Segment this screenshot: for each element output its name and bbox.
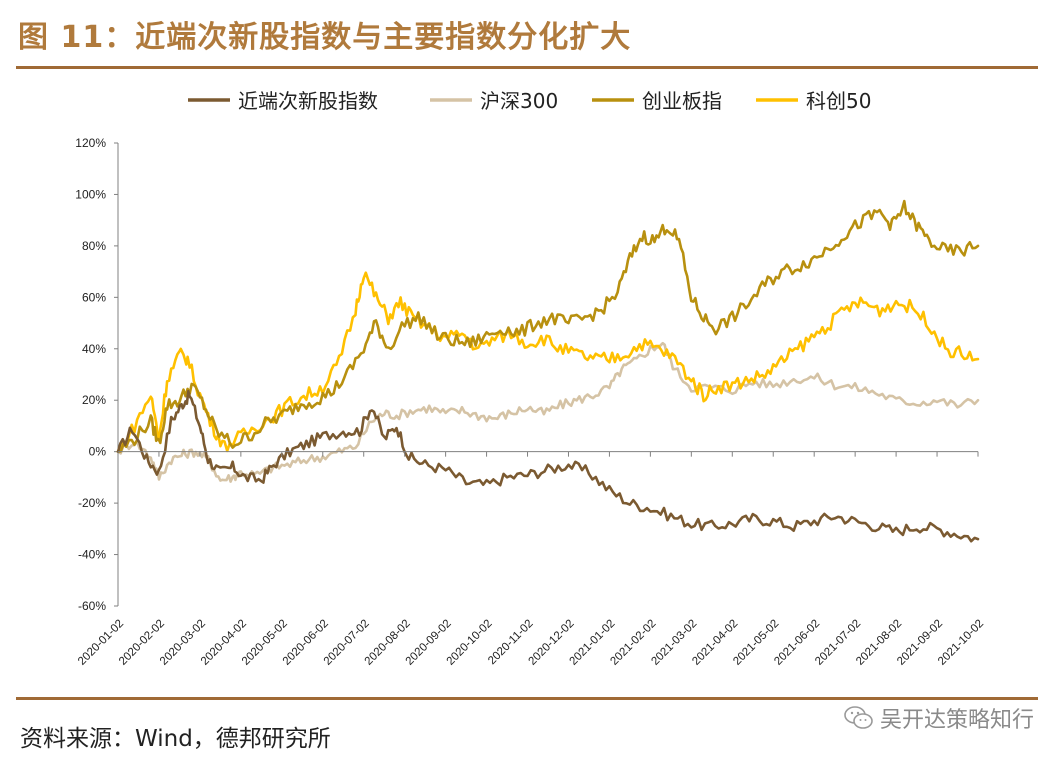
y-tick-label: 60% bbox=[82, 290, 106, 304]
y-tick-label: 0% bbox=[89, 445, 107, 459]
series-line-3 bbox=[116, 199, 980, 453]
y-tick-label: 20% bbox=[82, 393, 106, 407]
legend-label: 沪深300 bbox=[480, 89, 558, 113]
y-tick-label: 100% bbox=[75, 187, 106, 201]
watermark: 吴开达策略知行 bbox=[844, 702, 1034, 734]
y-tick-label: -60% bbox=[78, 599, 106, 613]
series-layer bbox=[116, 199, 980, 543]
series-line-4 bbox=[116, 271, 980, 453]
legend-label: 近端次新股指数 bbox=[238, 89, 378, 113]
y-tick-label: -40% bbox=[78, 548, 106, 562]
top-divider bbox=[16, 66, 1038, 69]
y-tick-label: 40% bbox=[82, 342, 106, 356]
y-axis: 120% 100% 80% 60% 40% 20% 0% -20% -40% -60% bbox=[75, 136, 119, 613]
series-line-1 bbox=[116, 389, 980, 543]
series-line-2 bbox=[116, 341, 980, 483]
wechat-icon bbox=[844, 706, 873, 729]
watermark-text: 吴开达策略知行 bbox=[879, 708, 1034, 733]
y-tick-label: -20% bbox=[78, 496, 106, 510]
bottom-divider bbox=[16, 697, 1038, 700]
x-axis: 2020-01-022020-02-022020-03-022020-04-02… bbox=[76, 451, 986, 668]
y-tick-label: 80% bbox=[82, 239, 106, 253]
y-tick-label: 120% bbox=[75, 136, 106, 150]
legend-label: 创业板指 bbox=[642, 89, 722, 113]
chart-title: 图 11：近端次新股指数与主要指数分化扩大 bbox=[18, 20, 632, 55]
legend: 近端次新股指数 沪深300 创业板指 科创50 bbox=[188, 89, 871, 113]
legend-label: 科创50 bbox=[806, 89, 871, 113]
source-note: 资料来源：Wind，德邦研究所 bbox=[20, 726, 331, 752]
